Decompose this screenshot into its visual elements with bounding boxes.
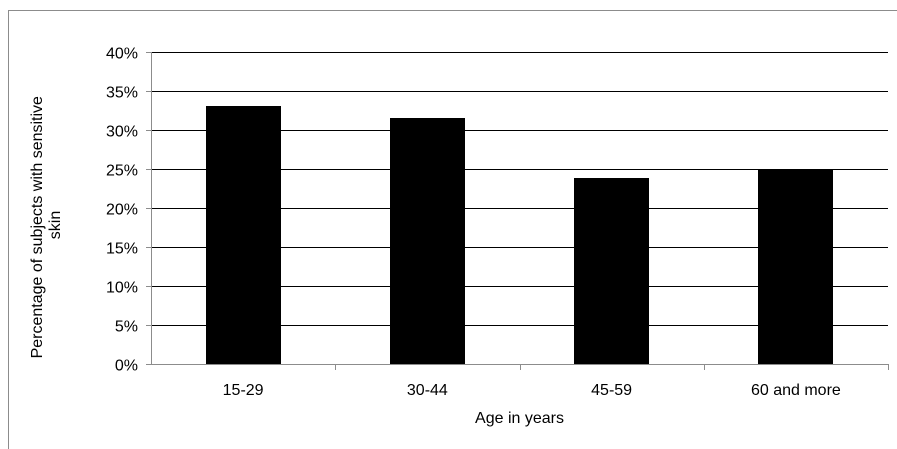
frame-border-top <box>8 10 897 11</box>
x-axis-title: Age in years <box>475 410 564 427</box>
bar <box>574 178 649 364</box>
y-axis-title-line-2: skin <box>47 211 64 239</box>
y-tick-label: 10% <box>106 280 138 297</box>
bar <box>390 118 465 364</box>
y-axis-title: Percentage of subjects with sensitive sk… <box>29 92 64 359</box>
y-tick-label: 35% <box>106 85 138 102</box>
y-axis-title-line-1: Percentage of subjects with sensitive <box>29 96 46 358</box>
y-tick-labels: 0% 5% 10% 15% 20% 25% 30% 35% 40% <box>106 46 138 375</box>
x-tick-labels: 15-29 30-44 45-59 60 and more <box>223 382 841 399</box>
x-tick-label: 15-29 <box>223 382 264 399</box>
x-tick-label: 60 and more <box>751 382 841 399</box>
bar <box>758 170 833 364</box>
axes <box>146 52 889 370</box>
x-tick-label: 30-44 <box>407 382 448 399</box>
y-tick-label: 5% <box>115 319 138 336</box>
y-tick-label: 30% <box>106 124 138 141</box>
bars <box>206 106 833 364</box>
y-tick-label: 15% <box>106 241 138 258</box>
y-tick-label: 0% <box>115 358 138 375</box>
y-tick-label: 40% <box>106 46 138 63</box>
y-tick-label: 25% <box>106 163 138 180</box>
y-tick-label: 20% <box>106 202 138 219</box>
bar <box>206 106 281 364</box>
x-tick-label: 45-59 <box>591 382 632 399</box>
frame-border-left <box>8 10 9 449</box>
